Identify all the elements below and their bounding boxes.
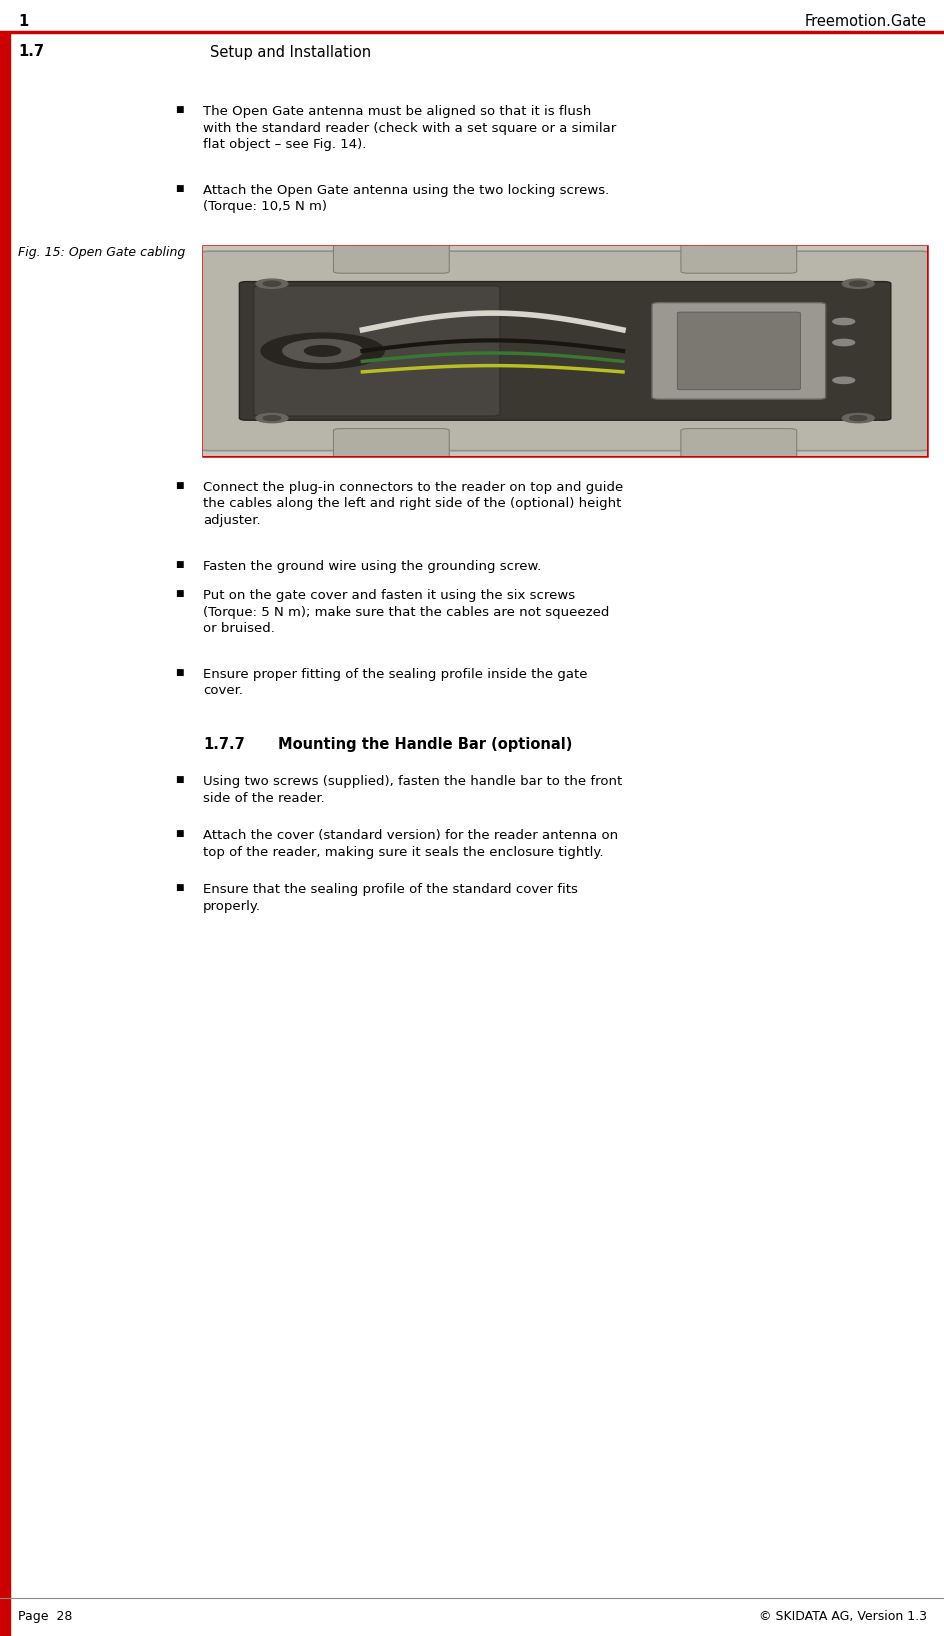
Text: Ensure that the sealing profile of the standard cover fits
properly.: Ensure that the sealing profile of the s… bbox=[203, 883, 578, 913]
Circle shape bbox=[849, 281, 866, 286]
FancyBboxPatch shape bbox=[651, 303, 825, 399]
Text: 1: 1 bbox=[18, 15, 28, 29]
Circle shape bbox=[841, 414, 873, 422]
Bar bbox=[0, 33, 10, 1636]
FancyBboxPatch shape bbox=[677, 312, 800, 389]
Text: Using two screws (supplied), fasten the handle bar to the front
side of the read: Using two screws (supplied), fasten the … bbox=[203, 775, 622, 805]
Text: ■: ■ bbox=[175, 667, 183, 677]
Circle shape bbox=[256, 414, 288, 422]
Text: Attach the Open Gate antenna using the two locking screws.
(Torque: 10,5 N m): Attach the Open Gate antenna using the t… bbox=[203, 183, 609, 213]
Text: Connect the plug-in connectors to the reader on top and guide
the cables along t: Connect the plug-in connectors to the re… bbox=[203, 481, 623, 527]
Circle shape bbox=[832, 339, 853, 345]
FancyBboxPatch shape bbox=[681, 239, 796, 273]
Bar bbox=[203, 245, 926, 456]
Text: Setup and Installation: Setup and Installation bbox=[210, 44, 371, 59]
Circle shape bbox=[832, 319, 853, 324]
Circle shape bbox=[282, 339, 362, 363]
Text: The Open Gate antenna must be aligned so that it is flush
with the standard read: The Open Gate antenna must be aligned so… bbox=[203, 105, 615, 151]
Circle shape bbox=[261, 334, 383, 368]
Circle shape bbox=[256, 280, 288, 288]
FancyBboxPatch shape bbox=[333, 239, 448, 273]
Circle shape bbox=[849, 416, 866, 420]
Text: Mounting the Handle Bar (optional): Mounting the Handle Bar (optional) bbox=[278, 738, 572, 753]
Text: Fasten the ground wire using the grounding screw.: Fasten the ground wire using the groundi… bbox=[203, 560, 541, 573]
Text: © SKIDATA AG, Version 1.3: © SKIDATA AG, Version 1.3 bbox=[758, 1610, 926, 1623]
Text: Fig. 15: Open Gate cabling: Fig. 15: Open Gate cabling bbox=[18, 245, 185, 258]
Text: ■: ■ bbox=[175, 481, 183, 489]
Text: 1.7: 1.7 bbox=[18, 44, 44, 59]
FancyBboxPatch shape bbox=[239, 281, 890, 420]
Text: ■: ■ bbox=[175, 883, 183, 893]
Circle shape bbox=[841, 280, 873, 288]
Text: ■: ■ bbox=[175, 105, 183, 115]
Text: ■: ■ bbox=[175, 775, 183, 784]
Text: Freemotion.Gate: Freemotion.Gate bbox=[804, 15, 926, 29]
FancyBboxPatch shape bbox=[333, 429, 448, 463]
Text: ■: ■ bbox=[175, 589, 183, 599]
Text: Ensure proper fitting of the sealing profile inside the gate
cover.: Ensure proper fitting of the sealing pro… bbox=[203, 667, 587, 697]
Text: 1.7.7: 1.7.7 bbox=[203, 738, 244, 753]
Circle shape bbox=[304, 345, 341, 357]
Text: Attach the cover (standard version) for the reader antenna on
top of the reader,: Attach the cover (standard version) for … bbox=[203, 829, 617, 859]
Circle shape bbox=[263, 416, 280, 420]
Text: ■: ■ bbox=[175, 829, 183, 838]
Text: ■: ■ bbox=[175, 560, 183, 569]
FancyBboxPatch shape bbox=[254, 286, 499, 416]
Text: Page  28: Page 28 bbox=[18, 1610, 73, 1623]
Circle shape bbox=[263, 281, 280, 286]
FancyBboxPatch shape bbox=[199, 252, 930, 450]
Circle shape bbox=[832, 378, 853, 383]
Text: Put on the gate cover and fasten it using the six screws
(Torque: 5 N m); make s: Put on the gate cover and fasten it usin… bbox=[203, 589, 609, 635]
FancyBboxPatch shape bbox=[681, 429, 796, 463]
Text: ■: ■ bbox=[175, 183, 183, 193]
